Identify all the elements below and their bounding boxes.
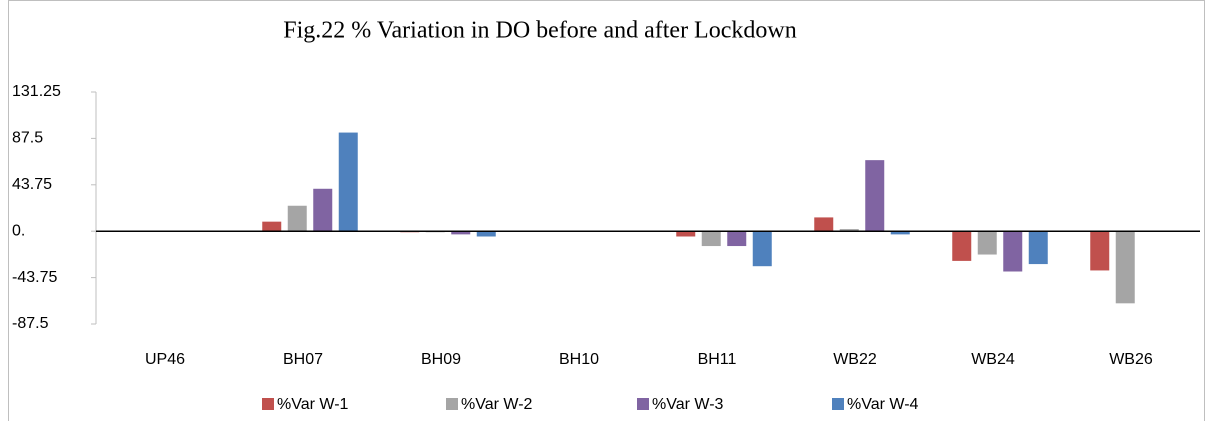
bar xyxy=(451,231,471,235)
bar xyxy=(727,231,747,247)
bar xyxy=(1003,231,1023,272)
chart-frame xyxy=(8,0,1205,421)
legend-swatch xyxy=(446,398,458,410)
bar xyxy=(676,231,696,237)
y-tick-label: 131.25 xyxy=(12,83,61,100)
bar xyxy=(338,132,358,232)
bar xyxy=(1028,231,1048,265)
x-tick-label: UP46 xyxy=(145,351,185,368)
bar xyxy=(287,205,307,232)
bar xyxy=(476,231,496,237)
x-tick-label: BH07 xyxy=(283,351,323,368)
x-tick-label: WB26 xyxy=(1109,351,1153,368)
bar xyxy=(262,221,282,232)
bar xyxy=(1090,231,1110,271)
bar xyxy=(890,231,910,235)
y-tick-label: 43.75 xyxy=(12,176,52,193)
legend-swatch xyxy=(637,398,649,410)
bar xyxy=(313,188,333,232)
legend-label: %Var W-3 xyxy=(652,396,724,413)
y-tick-label: -87.5 xyxy=(12,315,49,332)
legend-swatch xyxy=(262,398,274,410)
legend-swatch xyxy=(832,398,844,410)
x-tick-label: BH09 xyxy=(421,351,461,368)
y-tick-label: -43.75 xyxy=(12,269,57,286)
legend-label: %Var W-2 xyxy=(461,396,533,413)
bar xyxy=(952,231,972,261)
bar xyxy=(977,231,997,255)
legend-label: %Var W-4 xyxy=(847,396,919,413)
chart-title: Fig.22 % Variation in DO before and afte… xyxy=(283,18,796,44)
bar xyxy=(814,217,834,232)
y-tick-label: 0. xyxy=(12,222,25,239)
bar xyxy=(752,231,772,267)
bar xyxy=(1115,231,1135,304)
x-tick-label: WB24 xyxy=(971,351,1015,368)
x-tick-label: WB22 xyxy=(833,351,877,368)
legend-label: %Var W-1 xyxy=(277,396,349,413)
y-tick-label: 87.5 xyxy=(12,130,43,147)
bar xyxy=(865,160,885,232)
x-tick-label: BH11 xyxy=(698,351,737,368)
x-tick-label: BH10 xyxy=(559,351,599,368)
bar xyxy=(839,229,859,232)
bar xyxy=(701,231,721,247)
